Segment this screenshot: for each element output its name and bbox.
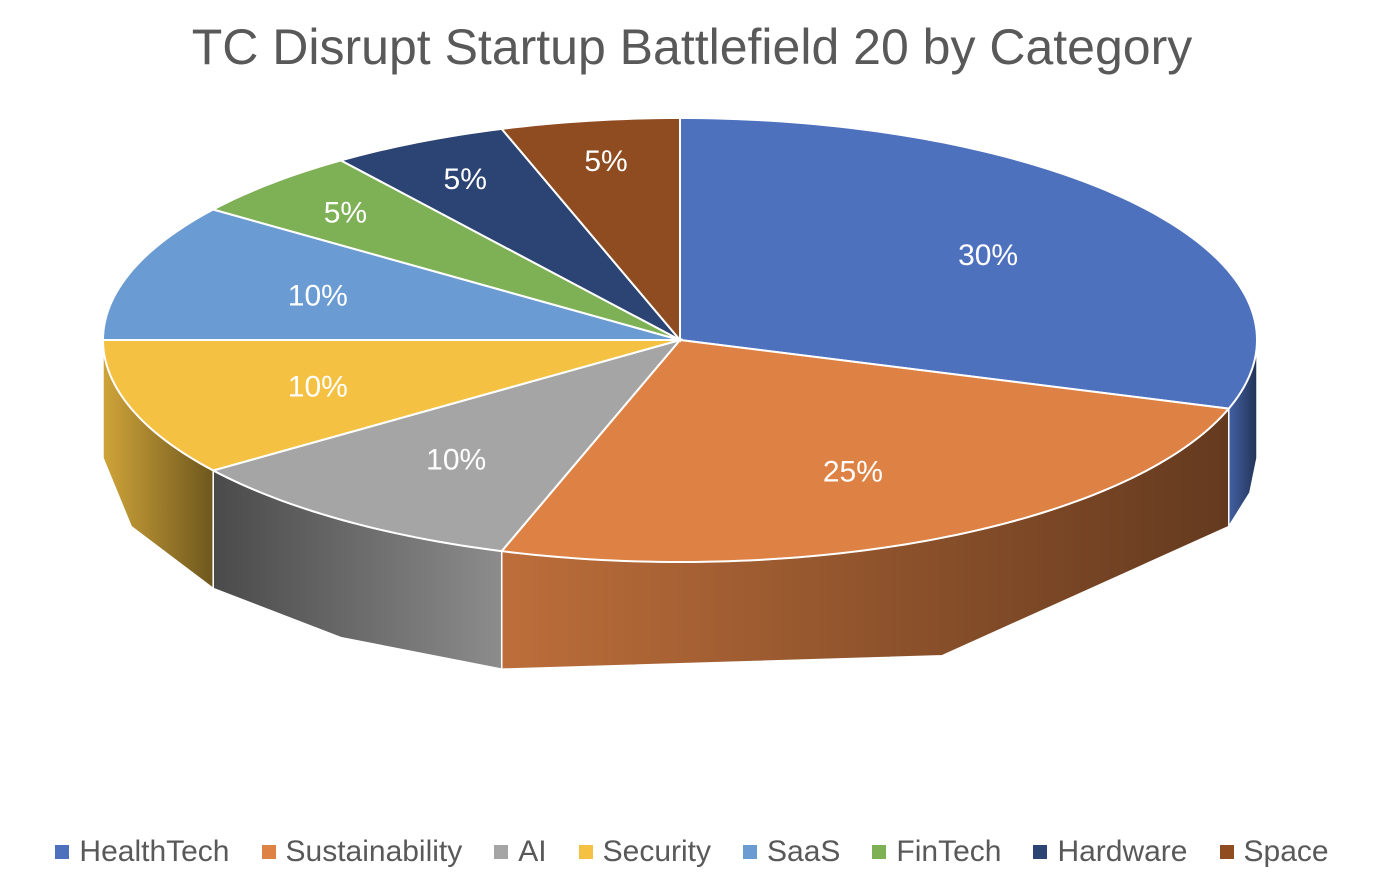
data-label-ai: 10% — [426, 444, 486, 477]
legend-label-hardware: Hardware — [1057, 835, 1188, 868]
legend-swatch-space — [1219, 845, 1234, 859]
data-label-saas: 10% — [288, 280, 348, 313]
chart-title: TC Disrupt Startup Battlefield 20 by Cat… — [191, 19, 1193, 75]
pie-slice-saas — [101, 208, 681, 341]
pie-slice-fintech — [210, 159, 681, 341]
pie-slice-ai — [210, 338, 683, 553]
data-label-hardware: 5% — [444, 163, 487, 196]
legend-item-healthtech: HealthTech — [55, 835, 230, 869]
legend-label-saas: SaaS — [767, 835, 841, 868]
legend-swatch-hardware — [1033, 845, 1048, 859]
data-label-security: 10% — [288, 370, 348, 403]
pie-slice-sustainability — [499, 338, 1231, 564]
legend-item-hardware: Hardware — [1033, 835, 1188, 869]
data-label-sustainability: 25% — [823, 456, 883, 489]
legend-item-security: Security — [578, 835, 711, 869]
legend-label-fintech: FinTech — [896, 835, 1002, 868]
pie-data-labels: 30% 25% 10% 10% 10% 5% 5% 5% — [288, 145, 1018, 488]
legend-item-saas: SaaS — [743, 835, 840, 869]
pie-slice-hardware — [338, 127, 681, 341]
legend-swatch-security — [578, 845, 593, 859]
data-label-fintech: 5% — [324, 196, 367, 229]
pie-slice-healthtech — [679, 116, 1259, 410]
pie-top-faces — [101, 116, 1259, 564]
legend-item-fintech: FinTech — [872, 835, 1001, 869]
pie-slice-space — [499, 116, 681, 343]
legend-label-ai: AI — [518, 835, 547, 868]
legend-label-sustainability: Sustainability — [285, 835, 463, 868]
legend-swatch-fintech — [872, 845, 887, 859]
legend-label-space: Space — [1243, 835, 1329, 868]
legend-swatch-sustainability — [261, 845, 276, 859]
legend-swatch-ai — [494, 845, 509, 859]
legend-label-healthtech: HealthTech — [79, 835, 230, 868]
legend-item-ai: AI — [494, 835, 547, 869]
legend-swatch-healthtech — [55, 845, 70, 859]
legend-item-sustainability: Sustainability — [261, 835, 463, 869]
legend-label-security: Security — [602, 835, 711, 868]
legend: HealthTech Sustainability AI Security SaaS Fi… — [0, 835, 1384, 869]
data-label-space: 5% — [584, 145, 627, 178]
legend-item-space: Space — [1219, 835, 1329, 869]
data-label-healthtech: 30% — [958, 239, 1018, 272]
legend-swatch-saas — [743, 845, 757, 859]
pie-slice-security — [101, 339, 681, 472]
